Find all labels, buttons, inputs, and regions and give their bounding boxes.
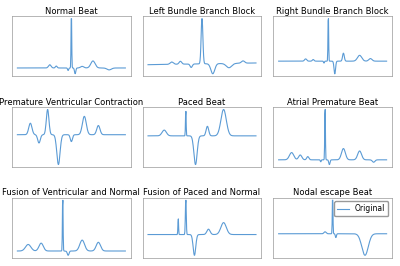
Title: Paced Beat: Paced Beat <box>178 98 226 107</box>
Title: Fusion of Ventricular and Normal: Fusion of Ventricular and Normal <box>2 188 140 197</box>
Title: Left Bundle Branch Block: Left Bundle Branch Block <box>149 7 255 16</box>
Title: Premature Ventricular Contraction: Premature Ventricular Contraction <box>0 98 144 107</box>
Title: Atrial Premature Beat: Atrial Premature Beat <box>287 98 378 107</box>
Legend: Original: Original <box>334 201 388 217</box>
Title: Right Bundle Branch Block: Right Bundle Branch Block <box>276 7 389 16</box>
Title: Normal Beat: Normal Beat <box>45 7 98 16</box>
Title: Nodal escape Beat: Nodal escape Beat <box>293 188 372 197</box>
Title: Fusion of Paced and Normal: Fusion of Paced and Normal <box>144 188 260 197</box>
